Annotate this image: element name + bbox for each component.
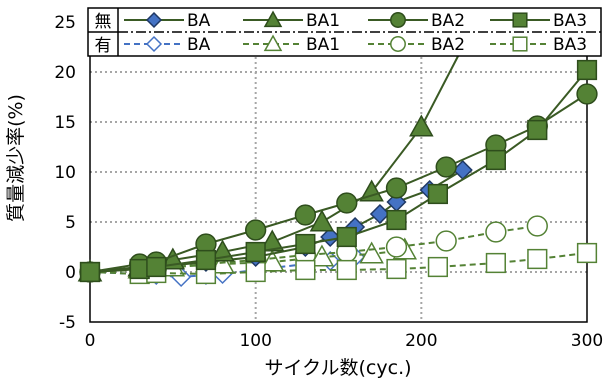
data-point (435, 156, 457, 178)
data-point (576, 83, 598, 105)
legend-entry-label: BA2 (431, 11, 465, 31)
data-point (409, 114, 434, 137)
data-point (359, 179, 384, 202)
legend: 無有 BA BA1 BA2 BA3 BA BA1 BA2 BA3 (87, 7, 602, 57)
data-point (576, 59, 598, 81)
data-point (245, 241, 266, 263)
x-tick-label: 0 (85, 331, 96, 351)
legend-marker (390, 36, 406, 52)
legend-entry-label: BA (187, 35, 211, 55)
series-ba3-without (79, 59, 598, 283)
legend-entry-label: BA2 (431, 35, 465, 55)
y-tick-label: 0 (65, 263, 76, 283)
legend-marker (145, 35, 163, 53)
data-point (336, 192, 358, 214)
data-point (385, 236, 408, 258)
axes: -5 0 5 10 15 20 25 0 100 200 300 (54, 13, 603, 351)
data-point (576, 242, 598, 264)
data-point (259, 229, 285, 252)
legend-marker (263, 34, 283, 52)
y-axis-label: 質量減少率(%) (5, 94, 27, 222)
y-tick-label: 5 (65, 213, 76, 233)
y-tick-label: 25 (54, 13, 76, 33)
data-point (386, 258, 407, 280)
data-point (336, 226, 357, 248)
legend-marker (145, 11, 163, 29)
legend-marker (512, 12, 528, 28)
x-axis-label: サイクル数(cyc.) (264, 357, 411, 379)
data-point (386, 209, 407, 231)
data-point (79, 261, 101, 283)
data-point (195, 249, 217, 271)
data-point (359, 241, 384, 264)
data-point (295, 259, 316, 281)
data-point (336, 259, 357, 281)
y-tick-label: 20 (54, 63, 76, 83)
y-tick-label: 10 (54, 163, 76, 183)
legend-entry-label: BA1 (306, 35, 340, 55)
legend-entry-label: BA1 (306, 11, 340, 31)
data-point (485, 149, 506, 171)
legend-group-label: 有 (95, 36, 112, 56)
x-tick-label: 100 (239, 331, 271, 351)
x-tick-label: 200 (405, 331, 437, 351)
data-point (146, 256, 167, 278)
y-tick-label: -5 (59, 313, 76, 333)
legend-group-label: 無 (95, 12, 112, 32)
data-point (485, 221, 507, 243)
legend-entry-label: BA (187, 11, 211, 31)
data-point (385, 177, 408, 199)
data-point (245, 219, 267, 241)
data-point (527, 119, 548, 141)
data-point (526, 215, 548, 237)
x-tick-label: 300 (571, 331, 603, 351)
y-tick-label: 15 (54, 113, 76, 133)
data-point (527, 248, 548, 270)
data-point (427, 183, 448, 205)
data-point (309, 209, 335, 232)
data-point (369, 203, 390, 225)
legend-marker (263, 10, 283, 28)
legend-marker (512, 36, 528, 52)
data-point (435, 230, 457, 252)
data-point (309, 244, 335, 267)
data-point (427, 256, 448, 278)
data-point (295, 233, 316, 255)
data-point (485, 252, 506, 274)
legend-entry-label: BA3 (553, 35, 587, 55)
legend-entry-label: BA3 (553, 11, 587, 31)
legend-marker (390, 12, 406, 28)
data-point (294, 204, 317, 226)
series-layer (77, 34, 598, 288)
